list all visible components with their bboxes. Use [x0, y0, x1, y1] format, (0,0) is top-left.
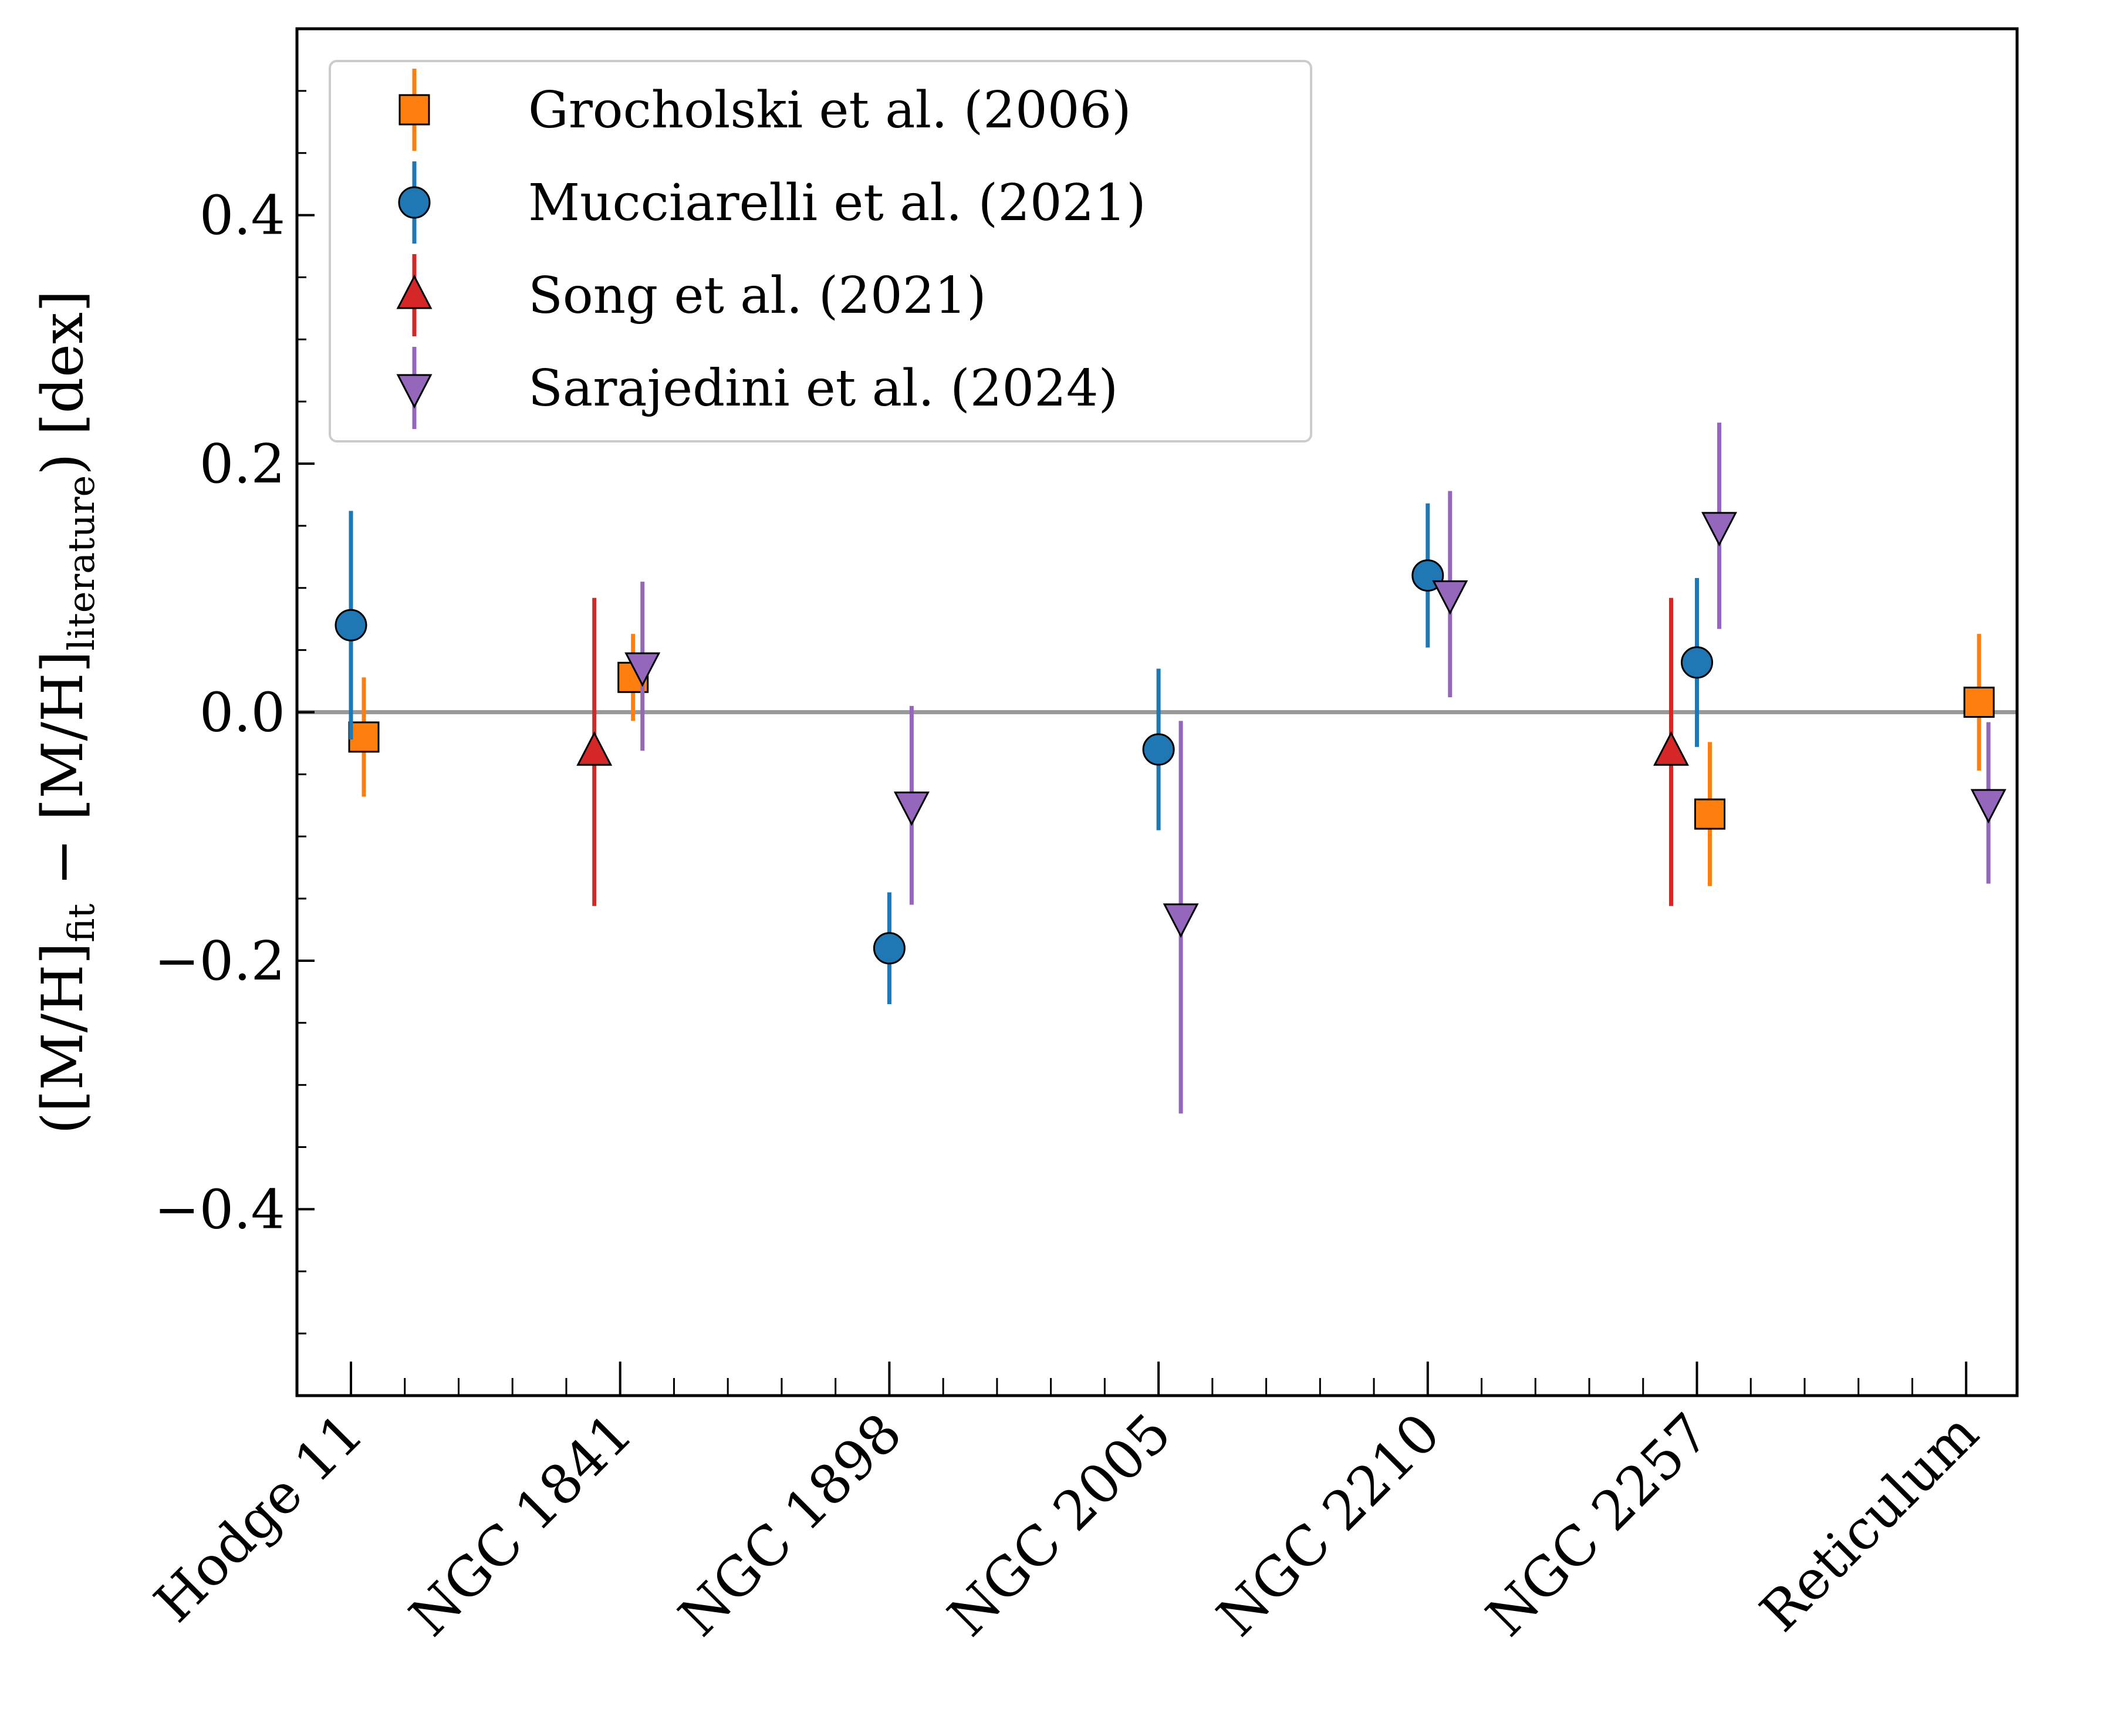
data-point [576, 731, 613, 766]
series-triangle-down [624, 423, 2007, 1114]
y-tick-label: −0.4 [154, 1178, 285, 1241]
y-tick-label: 0.2 [200, 433, 285, 495]
data-point [624, 652, 661, 687]
legend: Grocholski et al. (2006) Mucciarelli et a… [329, 60, 1312, 443]
series-circle [335, 503, 1713, 1005]
legend-label: Song et al. (2021) [528, 266, 987, 325]
legend-marker [398, 186, 431, 219]
x-tick-label: NGC 2210 [1205, 1401, 1453, 1649]
x-tick-label: NGC 2257 [1474, 1401, 1721, 1649]
data-point [1432, 580, 1468, 615]
legend-label: Grocholski et al. (2006) [528, 81, 1131, 140]
x-tick-label: Reticulum [1748, 1401, 1991, 1644]
data-point [1963, 687, 1995, 718]
y-axis-title-text: ([M/H]fit − [M/H]literature) [dex] [30, 290, 103, 1134]
ylabel-open: ([M/H] [30, 943, 96, 1134]
ylabel-close: ) [dex] [30, 290, 96, 475]
data-point [1681, 646, 1713, 679]
data-point [1653, 731, 1689, 766]
x-tick-label: NGC 1841 [398, 1401, 645, 1649]
y-axis-title: ([M/H]fit − [M/H]literature) [dex] [30, 290, 103, 1134]
series-triangle-up [576, 597, 1689, 906]
legend-marker [398, 94, 430, 126]
data-series [335, 423, 2007, 1114]
data-point [1701, 512, 1737, 547]
x-tick-label: NGC 2005 [936, 1401, 1183, 1649]
ylabel-mid: − [M/H] [30, 651, 96, 904]
data-point [893, 791, 930, 826]
legend-label: Sarajedini et al. (2024) [528, 359, 1118, 418]
ylabel-sub-fit: fit [60, 903, 103, 942]
data-point [1163, 903, 1199, 938]
data-point [873, 932, 906, 965]
x-tick-label: Hodge 11 [143, 1401, 376, 1634]
legend-marker [396, 274, 433, 309]
data-point [1694, 798, 1725, 830]
y-tick-label: 0.0 [200, 681, 285, 744]
y-tick-label: −0.2 [154, 930, 285, 992]
data-point [335, 609, 367, 641]
x-tick-label: NGC 1898 [667, 1401, 914, 1649]
data-point [1142, 733, 1175, 766]
legend-box [329, 60, 1312, 443]
plot-frame [295, 27, 2019, 1397]
legend-label: Mucciarelli et al. (2021) [528, 174, 1146, 232]
y-tick-label: 0.4 [200, 184, 285, 247]
ylabel-sub-literature: literature [60, 475, 103, 651]
data-point [348, 721, 380, 753]
data-point [1970, 789, 2007, 824]
legend-marker [396, 374, 433, 409]
